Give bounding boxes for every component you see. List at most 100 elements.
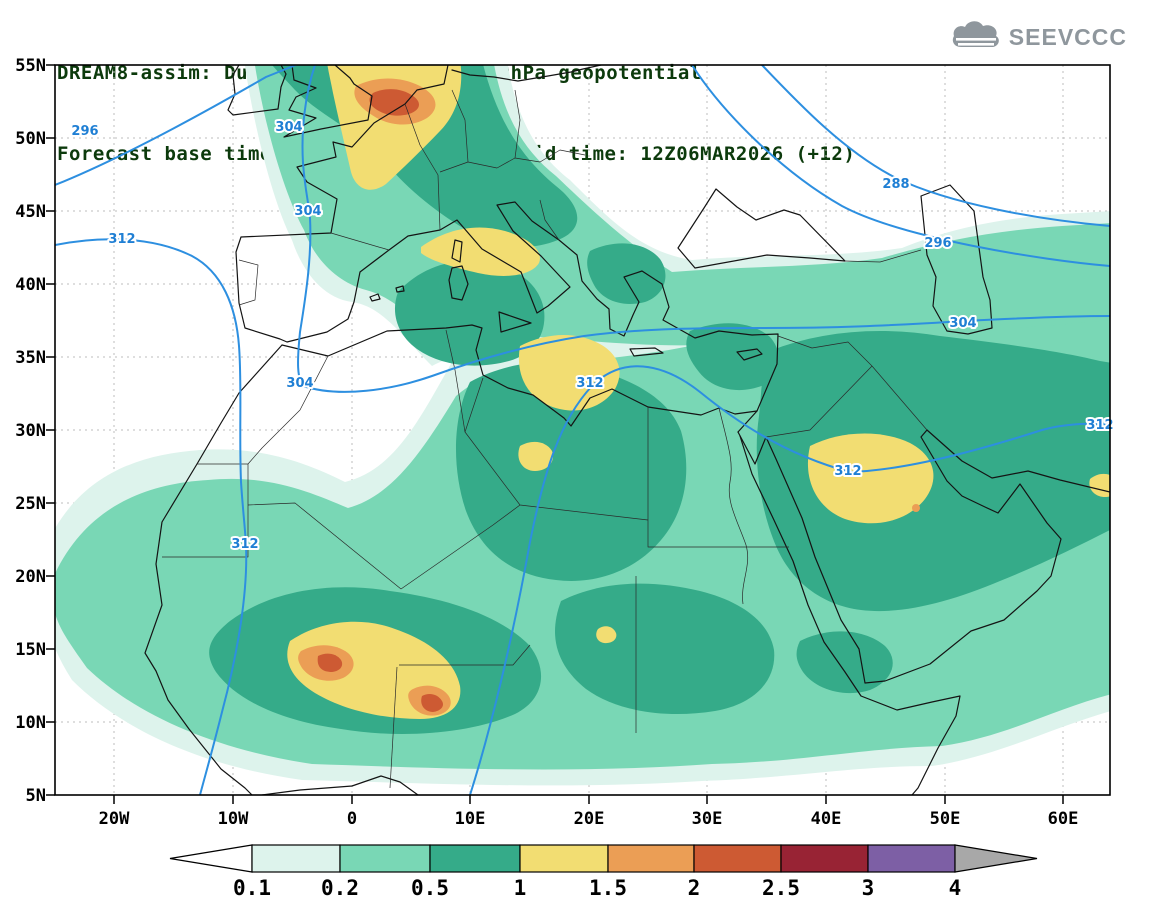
dust-shading [55, 65, 1110, 786]
axis-labels: 55N 50N 45N 40N 35N 30N 25N 20N 15N 10N … [15, 56, 1078, 829]
border-libya-sw [464, 377, 649, 521]
contour-label-312: 312 [834, 464, 861, 479]
coastline-caspian [920, 184, 993, 335]
dust-area-1-liguria [421, 227, 540, 276]
coastlines [144, 65, 1110, 795]
dust-area-2-niger [421, 693, 443, 712]
colorbar: 0.1 0.2 0.5 1 1.5 2 2.5 3 4 [169, 844, 1038, 900]
lat-tick-label: 15N [15, 640, 46, 660]
dust-area-1p5-saudi-dot [912, 504, 920, 512]
contour-label-304: 304 [286, 376, 313, 391]
contour-296-northeast [691, 65, 1110, 267]
lon-tick-label: 20E [574, 809, 605, 829]
lat-tick-label: 30N [15, 421, 46, 441]
contour-304 [297, 65, 1110, 393]
contour-296-northwest [55, 65, 297, 186]
colorbar-tick-label: 4 [949, 876, 962, 900]
colorbar-tick-label: 1 [514, 876, 527, 900]
contour-labels: 296 304 304 312 304 312 312 288 296 304 … [69, 118, 1115, 554]
colorbar-segment-0p1 [251, 844, 341, 873]
dust-area-0p5-greece [587, 243, 666, 304]
contour-288 [761, 65, 1110, 227]
island-corsica [451, 239, 463, 263]
colorbar-tick-label: 3 [862, 876, 875, 900]
lon-tick-label: 20W [99, 809, 130, 829]
border-niger-nigeria [399, 644, 531, 666]
contour-label-312: 312 [576, 376, 603, 391]
lat-tick-label: 35N [15, 348, 46, 368]
cloud-slit [957, 43, 994, 46]
coastline-north-africa [281, 324, 758, 427]
island-sardinia [448, 265, 469, 301]
border-france-east [404, 103, 441, 231]
border-pyrenees [330, 232, 390, 251]
lon-tick-label: 60E [1048, 809, 1079, 829]
coastline-west-africa [144, 344, 283, 795]
colorbar-segment-2p5 [780, 844, 869, 873]
coastline-black-sea [677, 188, 846, 269]
coastline-britain [283, 65, 373, 138]
lat-tick-label: 5N [26, 786, 46, 806]
cloud-slit [955, 38, 996, 41]
dust-area-1-saudi [807, 433, 934, 524]
lon-tick-label: 40E [811, 809, 842, 829]
island-balearic [369, 285, 405, 302]
dust-area-1-chad-spot [596, 626, 617, 644]
contour-label-288: 288 [882, 177, 909, 192]
lat-tick-label: 20N [15, 567, 46, 587]
dust-area-0p5-tunisia [394, 260, 545, 366]
island-crete [629, 347, 664, 357]
border-egypt [647, 407, 789, 548]
lat-tick-label: 10N [15, 713, 46, 733]
lat-tick-label: 50N [15, 129, 46, 149]
lon-tick-label: 10W [218, 809, 249, 829]
lon-tick-label: 0 [347, 809, 357, 829]
seevccc-logo: SEEVCCC [949, 18, 1127, 56]
contour-label-304: 304 [949, 316, 976, 331]
dust-area-1-sahara-spot [518, 441, 554, 471]
border-nigeria-west [389, 666, 398, 789]
border-germany-west [451, 89, 469, 163]
contour-label-312: 312 [231, 537, 258, 552]
border-spain-portugal [238, 259, 259, 306]
colorbar-segment-1 [519, 844, 609, 873]
lon-tick-label: 30E [692, 809, 723, 829]
lat-tick-label: 25N [15, 494, 46, 514]
coastline-ireland [227, 65, 287, 116]
contour-312-east [469, 365, 1110, 795]
coastline-red-sea-africa-horn [739, 435, 961, 795]
coastline-turkey-levant [661, 283, 779, 433]
coastline-gulf-of-guinea [261, 775, 419, 795]
dust-area-0p5-arabia [756, 331, 1110, 612]
colorbar-tick-label: 0.1 [233, 876, 271, 900]
cloud-icon [952, 21, 999, 47]
contour-312-west [55, 238, 248, 795]
colorbar-tick-label: 1.5 [589, 876, 627, 900]
border-caucasus [844, 249, 922, 263]
lat-tick-label: 55N [15, 56, 46, 76]
logo-text: SEEVCCC [1008, 23, 1127, 50]
border-w-sahara-south [162, 464, 249, 558]
island-cyprus [736, 348, 763, 361]
coastline-arabia [737, 429, 1062, 684]
colorbar-segment-0p5 [429, 844, 521, 873]
border-turkey-iraq-gulf [777, 335, 928, 431]
border-tunisia-algeria [445, 329, 466, 433]
contour-label-296: 296 [924, 236, 951, 251]
border-germany-east [514, 89, 521, 159]
colorbar-tick-label: 2 [688, 876, 701, 900]
lat-tick-label: 45N [15, 202, 46, 222]
border-balkans [539, 199, 560, 241]
dust-area-0p5-central-sahara [455, 362, 687, 581]
lon-tick-label: 10E [455, 809, 486, 829]
dust-area-0p5-ethiopia [796, 631, 893, 694]
geopotential-contours [55, 65, 1110, 795]
colorbar-tick-label: 2.5 [762, 876, 800, 900]
dust-area-1-algeria-libya [518, 335, 620, 411]
axis-ticks [46, 64, 1064, 804]
lat-tick-label: 40N [15, 275, 46, 295]
colorbar-segment-2 [693, 844, 782, 873]
border-algeria-mali [247, 502, 402, 590]
